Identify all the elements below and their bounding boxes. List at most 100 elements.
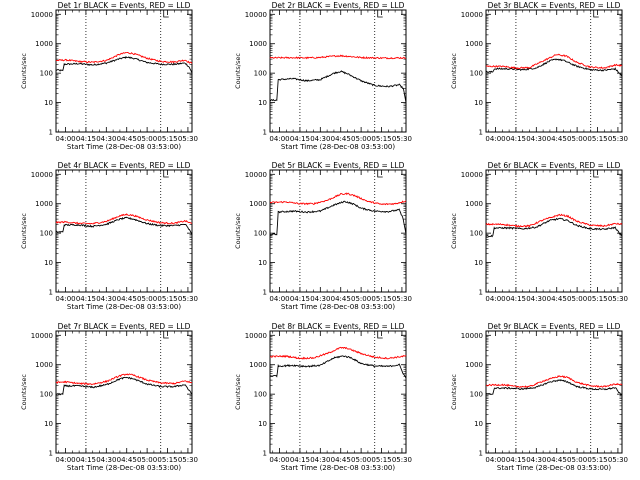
x-axis-label: Start Time (28-Dec-08 03:53:00) [67,143,181,151]
y-axis-label: Counts/sec [450,213,458,249]
x-axis-label: Start Time (28-Dec-08 03:53:00) [281,464,395,472]
panel-title: Det 9r BLACK = Events, RED = LLD [488,322,621,331]
y-tick-label: 10000 [245,171,267,179]
plot-frame [269,330,407,454]
x-tick-label: 05:00 [351,295,371,303]
y-tick-label: 10000 [31,332,53,340]
lld-series-line [269,54,407,60]
y-tick-label: 1000 [35,361,53,369]
interval-bracket-marker [377,170,383,178]
y-tick-label: 10 [44,99,53,107]
y-tick-label: 10 [474,259,483,267]
events-series-line [485,379,623,396]
panel-1: Det 1r BLACK = Events, RED = LLD Counts/s… [20,1,198,151]
plot-frame [55,169,193,293]
x-tick-label: 05:30 [608,295,628,303]
x-tick-label: 05:30 [178,295,198,303]
panel-title: Det 5r BLACK = Events, RED = LLD [272,161,405,170]
x-tick-label: 04:00 [269,295,289,303]
plot-frame [269,9,407,133]
events-series-line [485,58,623,77]
y-tick-label: 1000 [465,40,483,48]
x-tick-label: 05:00 [351,135,371,143]
x-tick-label: 05:15 [587,456,607,464]
plot-frame [55,330,193,454]
x-axis-label: Start Time (28-Dec-08 03:53:00) [497,464,611,472]
x-tick-label: 04:30 [310,295,330,303]
x-tick-label: 05:15 [371,456,391,464]
panel-8: Det 8r BLACK = Events, RED = LLD Counts/s… [234,322,412,472]
x-tick-label: 04:15 [76,135,96,143]
x-tick-label: 04:15 [290,295,310,303]
y-tick-label: 100 [40,230,53,238]
interval-bracket-marker [377,10,383,18]
x-tick-label: 04:00 [55,135,75,143]
x-tick-label: 04:15 [290,135,310,143]
y-axis-label: Counts/sec [20,374,28,410]
y-tick-label: 10 [44,259,53,267]
events-series-line [269,355,407,379]
y-axis-label: Counts/sec [234,374,242,410]
y-tick-label: 100 [254,391,267,399]
x-tick-label: 04:45 [547,456,567,464]
interval-bracket-marker [593,170,599,178]
x-tick-label: 04:00 [55,295,75,303]
x-tick-label: 05:30 [392,295,412,303]
interval-bracket-marker [163,331,169,339]
y-axis-label: Counts/sec [234,213,242,249]
panel-9: Det 9r BLACK = Events, RED = LLD Counts/s… [450,322,628,472]
panel-6: Det 6r BLACK = Events, RED = LLD Counts/s… [450,161,628,303]
x-tick-label: 05:15 [587,295,607,303]
y-tick-label: 100 [470,391,483,399]
x-tick-label: 04:30 [526,456,546,464]
x-tick-label: 04:00 [55,456,75,464]
x-tick-label: 05:15 [371,295,391,303]
panel-5: Det 5r BLACK = Events, RED = LLD Counts/s… [234,161,412,311]
panel-3: Det 3r BLACK = Events, RED = LLD Counts/s… [450,1,628,143]
y-axis-label: Counts/sec [234,53,242,89]
plot-frame [55,9,193,133]
x-tick-label: 04:15 [506,295,526,303]
x-tick-label: 05:00 [567,135,587,143]
y-tick-label: 100 [254,70,267,78]
panel-title: Det 3r BLACK = Events, RED = LLD [488,1,621,10]
interval-bracket-marker [593,10,599,18]
y-tick-label: 10 [258,420,267,428]
x-tick-label: 04:30 [96,456,116,464]
panel-title: Det 4r BLACK = Events, RED = LLD [58,161,191,170]
x-tick-label: 04:00 [269,135,289,143]
y-tick-label: 10 [258,99,267,107]
y-tick-label: 1 [49,289,53,297]
x-tick-label: 04:00 [485,135,505,143]
x-tick-label: 05:30 [392,456,412,464]
x-tick-label: 04:30 [526,295,546,303]
events-series-line [269,70,407,103]
lld-series-line [269,192,407,206]
lld-series-line [485,213,623,228]
y-tick-label: 1 [479,450,483,458]
y-tick-label: 1 [263,129,267,137]
y-tick-label: 1 [479,129,483,137]
x-tick-label: 05:00 [137,135,157,143]
x-tick-label: 04:45 [117,456,137,464]
x-tick-label: 04:30 [526,135,546,143]
x-tick-label: 04:30 [310,135,330,143]
y-tick-label: 10 [474,99,483,107]
y-tick-label: 100 [470,70,483,78]
events-series-line [269,200,407,236]
y-tick-label: 10 [44,420,53,428]
y-axis-label: Counts/sec [450,53,458,89]
x-tick-label: 05:00 [351,456,371,464]
y-tick-label: 1000 [465,361,483,369]
x-tick-label: 05:30 [392,135,412,143]
x-tick-label: 04:00 [269,456,289,464]
y-tick-label: 1000 [35,200,53,208]
panel-4: Det 4r BLACK = Events, RED = LLD Counts/s… [20,161,198,311]
x-tick-label: 05:00 [567,456,587,464]
lld-series-line [486,375,623,389]
interval-bracket-marker [593,331,599,339]
y-tick-label: 10000 [31,171,53,179]
y-tick-label: 1 [49,129,53,137]
x-tick-label: 04:30 [96,135,116,143]
